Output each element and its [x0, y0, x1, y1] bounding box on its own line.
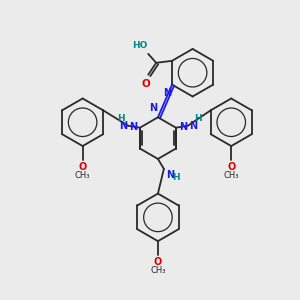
Text: HO: HO — [132, 41, 147, 50]
Text: CH₃: CH₃ — [150, 266, 166, 275]
Text: O: O — [154, 257, 162, 267]
Text: H: H — [117, 114, 125, 123]
Text: H: H — [172, 173, 179, 182]
Text: N: N — [129, 122, 137, 132]
Text: O: O — [227, 162, 236, 172]
Text: N: N — [149, 103, 157, 113]
Text: O: O — [79, 162, 87, 172]
Text: N: N — [163, 88, 171, 98]
Text: CH₃: CH₃ — [75, 171, 90, 180]
Text: N: N — [179, 122, 187, 132]
Text: O: O — [142, 79, 151, 89]
Text: N: N — [119, 121, 127, 131]
Text: N: N — [189, 121, 197, 131]
Text: N: N — [166, 170, 174, 180]
Text: H: H — [194, 114, 201, 123]
Text: CH₃: CH₃ — [224, 171, 239, 180]
